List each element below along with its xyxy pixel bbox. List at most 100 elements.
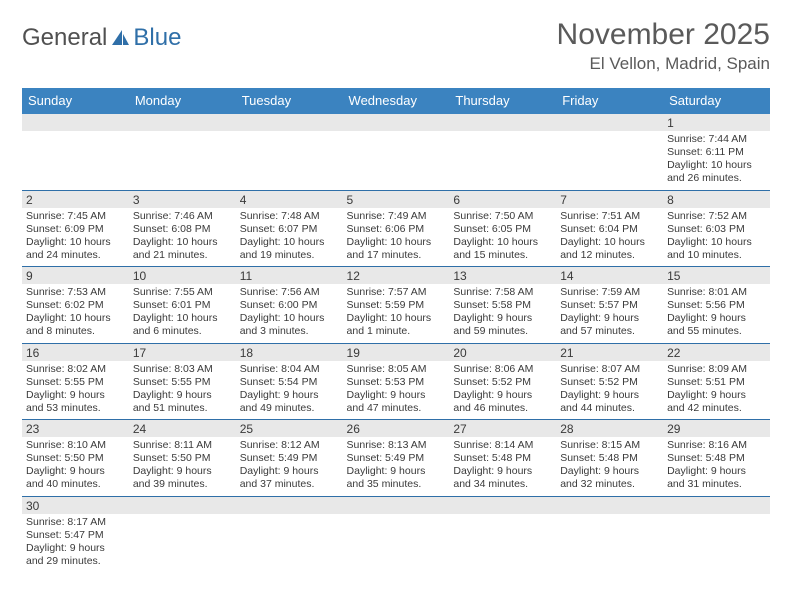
- calendar-cell: 19 Sunrise: 8:05 AMSunset: 5:53 PMDayligh…: [343, 343, 450, 420]
- day-details: [556, 131, 663, 183]
- calendar-cell: [449, 114, 556, 190]
- day-details: [129, 131, 236, 183]
- day-details: Sunrise: 8:14 AMSunset: 5:48 PMDaylight:…: [449, 437, 556, 496]
- daylight-text: Daylight: 9 hours and 40 minutes.: [26, 465, 125, 491]
- location-text: El Vellon, Madrid, Spain: [557, 54, 770, 74]
- day-details: [22, 131, 129, 183]
- sunset-text: Sunset: 5:47 PM: [26, 529, 125, 542]
- daylight-text: Daylight: 9 hours and 51 minutes.: [133, 389, 232, 415]
- day-details: [449, 131, 556, 183]
- day-number: 24: [129, 420, 236, 437]
- sunrise-text: Sunrise: 8:04 AM: [240, 363, 339, 376]
- sunrise-text: Sunrise: 7:48 AM: [240, 210, 339, 223]
- sunset-text: Sunset: 6:05 PM: [453, 223, 552, 236]
- sunset-text: Sunset: 5:53 PM: [347, 376, 446, 389]
- daylight-text: Daylight: 9 hours and 47 minutes.: [347, 389, 446, 415]
- sunset-text: Sunset: 6:02 PM: [26, 299, 125, 312]
- calendar-head: SundayMondayTuesdayWednesdayThursdayFrid…: [22, 88, 770, 114]
- sunset-text: Sunset: 6:01 PM: [133, 299, 232, 312]
- calendar-table: SundayMondayTuesdayWednesdayThursdayFrid…: [22, 88, 770, 572]
- calendar-cell: 8Sunrise: 7:52 AMSunset: 6:03 PMDaylight…: [663, 190, 770, 267]
- day-details: Sunrise: 7:49 AMSunset: 6:06 PMDaylight:…: [343, 208, 450, 267]
- weekday-header: Monday: [129, 88, 236, 114]
- sunset-text: Sunset: 6:00 PM: [240, 299, 339, 312]
- daylight-text: Daylight: 10 hours and 17 minutes.: [347, 236, 446, 262]
- title-block: November 2025 El Vellon, Madrid, Spain: [557, 18, 770, 74]
- day-details: Sunrise: 8:07 AMSunset: 5:52 PMDaylight:…: [556, 361, 663, 420]
- sunrise-text: Sunrise: 8:14 AM: [453, 439, 552, 452]
- day-details: Sunrise: 7:58 AMSunset: 5:58 PMDaylight:…: [449, 284, 556, 343]
- sunrise-text: Sunrise: 7:44 AM: [667, 133, 766, 146]
- calendar-cell: [236, 496, 343, 572]
- daylight-text: Daylight: 10 hours and 24 minutes.: [26, 236, 125, 262]
- day-details: Sunrise: 8:13 AMSunset: 5:49 PMDaylight:…: [343, 437, 450, 496]
- day-number: 23: [22, 420, 129, 437]
- daylight-text: Daylight: 9 hours and 59 minutes.: [453, 312, 552, 338]
- day-number: 9: [22, 267, 129, 284]
- daylight-text: Daylight: 9 hours and 29 minutes.: [26, 542, 125, 568]
- calendar-cell: 6Sunrise: 7:50 AMSunset: 6:05 PMDaylight…: [449, 190, 556, 267]
- sail-icon: [109, 27, 131, 49]
- calendar-cell: 23Sunrise: 8:10 AMSunset: 5:50 PMDayligh…: [22, 420, 129, 497]
- day-number: [236, 114, 343, 131]
- calendar-cell: [343, 114, 450, 190]
- sunrise-text: Sunrise: 8:05 AM: [347, 363, 446, 376]
- day-details: Sunrise: 7:45 AMSunset: 6:09 PMDaylight:…: [22, 208, 129, 267]
- logo-text-2: Blue: [133, 24, 181, 52]
- sunset-text: Sunset: 6:09 PM: [26, 223, 125, 236]
- calendar-cell: 25Sunrise: 8:12 AMSunset: 5:49 PMDayligh…: [236, 420, 343, 497]
- sunrise-text: Sunrise: 8:16 AM: [667, 439, 766, 452]
- daylight-text: Daylight: 9 hours and 32 minutes.: [560, 465, 659, 491]
- sunset-text: Sunset: 5:49 PM: [240, 452, 339, 465]
- day-number: [22, 114, 129, 131]
- day-number: 30: [22, 497, 129, 514]
- day-details: Sunrise: 7:57 AMSunset: 5:59 PMDaylight:…: [343, 284, 450, 343]
- daylight-text: Daylight: 10 hours and 1 minute.: [347, 312, 446, 338]
- day-number: [556, 497, 663, 514]
- day-number: 19: [343, 344, 450, 361]
- sunset-text: Sunset: 5:49 PM: [347, 452, 446, 465]
- daylight-text: Daylight: 9 hours and 42 minutes.: [667, 389, 766, 415]
- day-details: Sunrise: 8:16 AMSunset: 5:48 PMDaylight:…: [663, 437, 770, 496]
- weekday-header: Saturday: [663, 88, 770, 114]
- sunrise-text: Sunrise: 7:59 AM: [560, 286, 659, 299]
- sunset-text: Sunset: 5:55 PM: [133, 376, 232, 389]
- weekday-header: Tuesday: [236, 88, 343, 114]
- sunrise-text: Sunrise: 8:03 AM: [133, 363, 232, 376]
- calendar-cell: [556, 114, 663, 190]
- day-details: Sunrise: 8:12 AMSunset: 5:49 PMDaylight:…: [236, 437, 343, 496]
- calendar-cell: 2Sunrise: 7:45 AMSunset: 6:09 PMDaylight…: [22, 190, 129, 267]
- day-number: [449, 497, 556, 514]
- sunrise-text: Sunrise: 7:45 AM: [26, 210, 125, 223]
- page-header: General Blue November 2025 El Vellon, Ma…: [22, 18, 770, 74]
- daylight-text: Daylight: 9 hours and 34 minutes.: [453, 465, 552, 491]
- day-details: Sunrise: 7:53 AMSunset: 6:02 PMDaylight:…: [22, 284, 129, 343]
- sunset-text: Sunset: 5:51 PM: [667, 376, 766, 389]
- day-number: 2: [22, 191, 129, 208]
- calendar-cell: 22Sunrise: 8:09 AMSunset: 5:51 PMDayligh…: [663, 343, 770, 420]
- day-number: 14: [556, 267, 663, 284]
- day-details: [449, 514, 556, 566]
- day-details: Sunrise: 7:46 AMSunset: 6:08 PMDaylight:…: [129, 208, 236, 267]
- day-details: Sunrise: 7:48 AMSunset: 6:07 PMDaylight:…: [236, 208, 343, 267]
- sunrise-text: Sunrise: 8:15 AM: [560, 439, 659, 452]
- day-details: [556, 514, 663, 566]
- sunset-text: Sunset: 6:11 PM: [667, 146, 766, 159]
- daylight-text: Daylight: 10 hours and 26 minutes.: [667, 159, 766, 185]
- weekday-header: Sunday: [22, 88, 129, 114]
- daylight-text: Daylight: 9 hours and 53 minutes.: [26, 389, 125, 415]
- day-number: 18: [236, 344, 343, 361]
- weekday-row: SundayMondayTuesdayWednesdayThursdayFrid…: [22, 88, 770, 114]
- day-number: [663, 497, 770, 514]
- day-details: Sunrise: 8:01 AMSunset: 5:56 PMDaylight:…: [663, 284, 770, 343]
- daylight-text: Daylight: 10 hours and 19 minutes.: [240, 236, 339, 262]
- day-number: 22: [663, 344, 770, 361]
- day-details: Sunrise: 8:11 AMSunset: 5:50 PMDaylight:…: [129, 437, 236, 496]
- calendar-cell: [343, 496, 450, 572]
- calendar-cell: 16Sunrise: 8:02 AMSunset: 5:55 PMDayligh…: [22, 343, 129, 420]
- day-number: 10: [129, 267, 236, 284]
- calendar-row: 23Sunrise: 8:10 AMSunset: 5:50 PMDayligh…: [22, 420, 770, 497]
- daylight-text: Daylight: 9 hours and 49 minutes.: [240, 389, 339, 415]
- day-number: 29: [663, 420, 770, 437]
- calendar-cell: 3Sunrise: 7:46 AMSunset: 6:08 PMDaylight…: [129, 190, 236, 267]
